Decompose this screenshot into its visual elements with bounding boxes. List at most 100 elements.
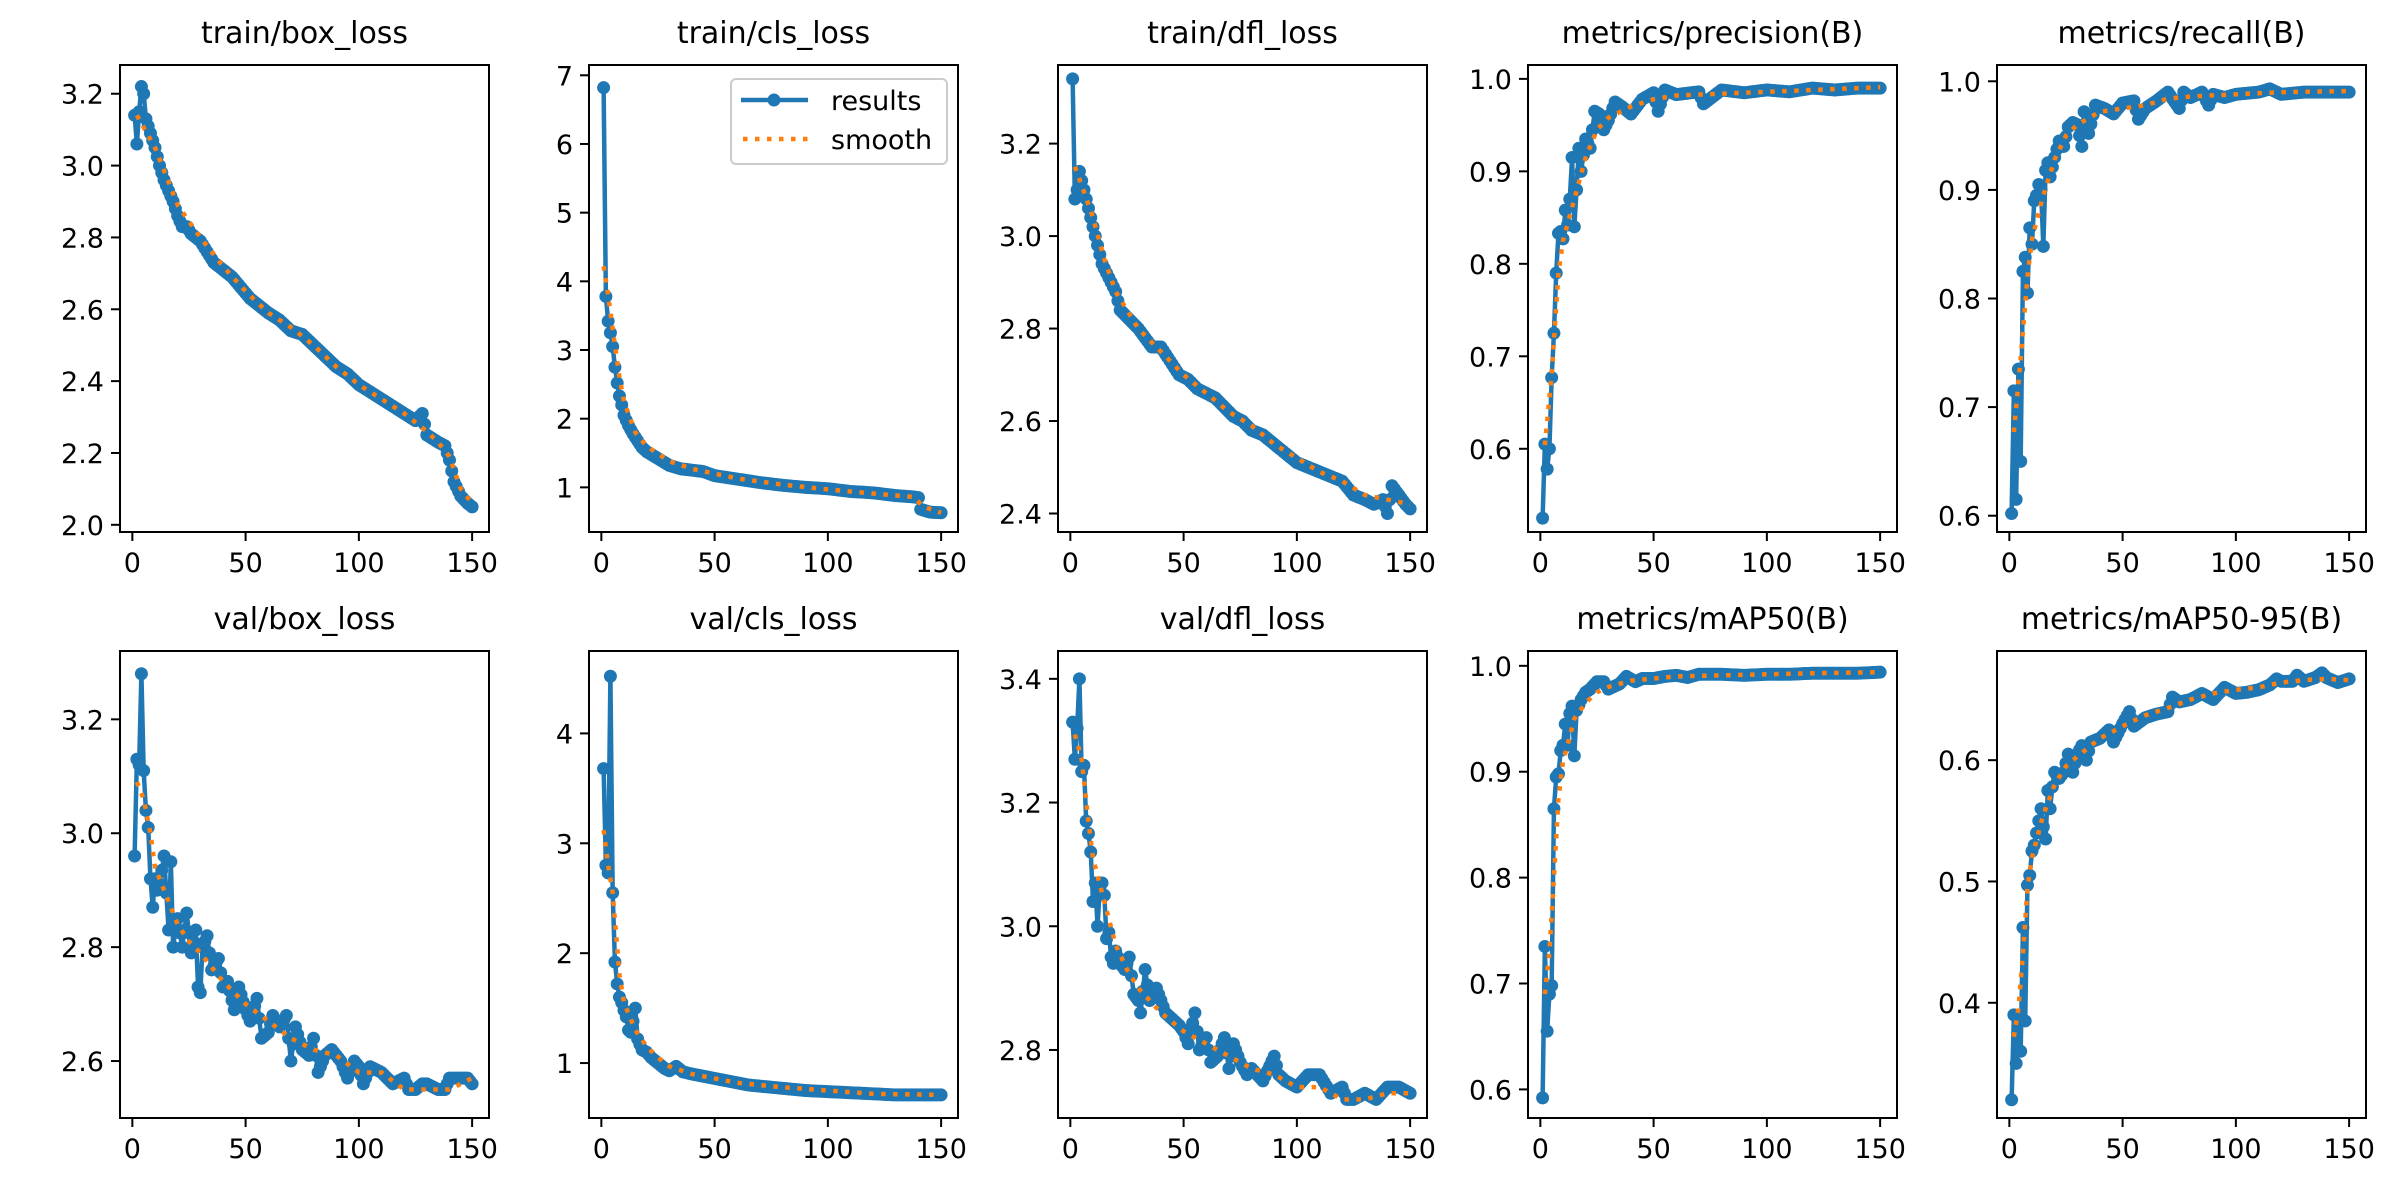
- y-tick-label: 2: [556, 939, 573, 970]
- plot-area: [128, 667, 479, 1097]
- results-point: [445, 464, 459, 478]
- results-point: [1567, 220, 1581, 234]
- y-tick-label: 4: [556, 719, 573, 750]
- y-tick-label: 0.8: [1469, 864, 1512, 895]
- results-point: [137, 764, 151, 778]
- x-tick-label: 0: [124, 548, 141, 579]
- results-point: [1558, 203, 1572, 217]
- y-tick-label: 0.8: [1469, 250, 1512, 281]
- x-tick-label: 50: [2105, 548, 2139, 579]
- y-tick-label: 3.4: [999, 665, 1042, 696]
- chart-title: val/dfl_loss: [1160, 602, 1325, 637]
- axes-frame: [1996, 650, 2367, 1119]
- results-point: [2034, 802, 2048, 816]
- x-tick-label: 100: [802, 1134, 854, 1165]
- y-tick-label: 2.8: [61, 223, 104, 254]
- chart-title: metrics/recall(B): [2057, 16, 2305, 51]
- chart-panel-8: metrics/mAP50(B) 0 50 100 150 0.6 0.7 0.8 0.9 1.0: [1469, 602, 1906, 1165]
- x-tick-label: 150: [446, 548, 498, 579]
- x-tick-label: 50: [1636, 548, 1670, 579]
- x-tick-label: 50: [228, 548, 262, 579]
- results-point: [1873, 665, 1887, 679]
- chart-panel-0: train/box_loss 0 50 100 150 2.0 2.2 2.4 2.6 2.8 3.…: [61, 16, 498, 579]
- results-point: [415, 406, 429, 420]
- smooth-line: [1072, 165, 1411, 507]
- results-line: [2009, 670, 2350, 1100]
- y-tick-label: 7: [556, 61, 573, 92]
- axes-frame: [1527, 650, 1898, 1119]
- results-point: [601, 866, 615, 880]
- results-point: [2039, 832, 2053, 846]
- results-point: [252, 1011, 266, 1025]
- x-tick-label: 100: [802, 548, 854, 579]
- results-point: [2057, 139, 2071, 153]
- results-point: [1091, 919, 1105, 933]
- y-tick-label: 0.7: [1469, 342, 1512, 373]
- chart-title: train/dfl_loss: [1147, 16, 1338, 51]
- results-point: [2043, 802, 2057, 816]
- results-point: [279, 1008, 293, 1022]
- x-tick-label: 0: [1062, 548, 1079, 579]
- y-tick-label: 4: [556, 267, 573, 298]
- y-tick-label: 1.0: [1938, 67, 1981, 98]
- y-tick-label: 3.2: [61, 705, 104, 736]
- y-tick-label: 0.6: [1938, 746, 1981, 777]
- plot-area: [597, 669, 948, 1102]
- results-point: [284, 1054, 298, 1068]
- y-tick-label: 2.8: [999, 315, 1042, 346]
- y-tick-label: 2.8: [999, 1036, 1042, 1067]
- y-tick-label: 2.4: [61, 367, 104, 398]
- results-point: [2036, 239, 2050, 253]
- y-tick-label: 1: [556, 473, 573, 504]
- x-tick-label: 150: [2323, 548, 2375, 579]
- results-point: [146, 900, 160, 914]
- x-tick-label: 150: [1384, 1134, 1436, 1165]
- y-tick-label: 2.8: [61, 933, 104, 964]
- chart-title: val/box_loss: [214, 602, 396, 637]
- smooth-line: [601, 265, 942, 515]
- x-tick-label: 150: [1854, 548, 1906, 579]
- x-tick-label: 0: [1532, 1134, 1549, 1165]
- y-tick-label: 3: [556, 829, 573, 860]
- results-line: [601, 674, 942, 1098]
- x-tick-label: 0: [593, 548, 610, 579]
- results-point: [1585, 123, 1599, 137]
- axes-frame: [1057, 64, 1428, 533]
- results-point: [130, 137, 144, 151]
- y-tick-label: 0.6: [1938, 502, 1981, 533]
- results-point: [615, 398, 629, 412]
- x-tick-label: 0: [2001, 548, 2018, 579]
- results-point: [2005, 1093, 2019, 1107]
- chart-title: train/cls_loss: [677, 16, 870, 51]
- legend: results smooth: [730, 78, 948, 165]
- results-point: [2023, 221, 2037, 235]
- results-line: [1540, 669, 1881, 1098]
- results-point: [1549, 266, 1563, 280]
- chart-panel-5: val/box_loss 0 50 100 150 2.6 2.8 3.0 3.2: [61, 602, 498, 1165]
- x-tick-label: 50: [1166, 548, 1200, 579]
- results-point: [597, 81, 611, 95]
- results-point: [2014, 1044, 2028, 1058]
- y-tick-label: 2.6: [61, 295, 104, 326]
- results-point: [1068, 752, 1082, 766]
- smooth-line: [134, 114, 474, 505]
- results-point: [603, 669, 617, 683]
- x-tick-label: 0: [1532, 548, 1549, 579]
- y-tick-label: 0.7: [1938, 393, 1981, 424]
- results-line: [1070, 676, 1412, 1102]
- results-point: [1403, 1086, 1417, 1100]
- results-point: [1072, 672, 1086, 686]
- chart-title: metrics/mAP50-95(B): [2021, 602, 2342, 637]
- axes-frame: [1057, 650, 1428, 1119]
- axes-frame: [588, 64, 959, 533]
- chart-title: train/box_loss: [201, 16, 408, 51]
- y-tick-label: 0.8: [1938, 285, 1981, 316]
- results-point: [2005, 507, 2019, 521]
- results-point: [2025, 237, 2039, 251]
- y-tick-label: 2.0: [61, 511, 104, 542]
- results-point: [184, 946, 198, 960]
- results-point: [211, 952, 225, 966]
- smooth-line: [134, 781, 474, 1092]
- x-tick-label: 150: [446, 1134, 498, 1165]
- results-line: [1070, 78, 1412, 516]
